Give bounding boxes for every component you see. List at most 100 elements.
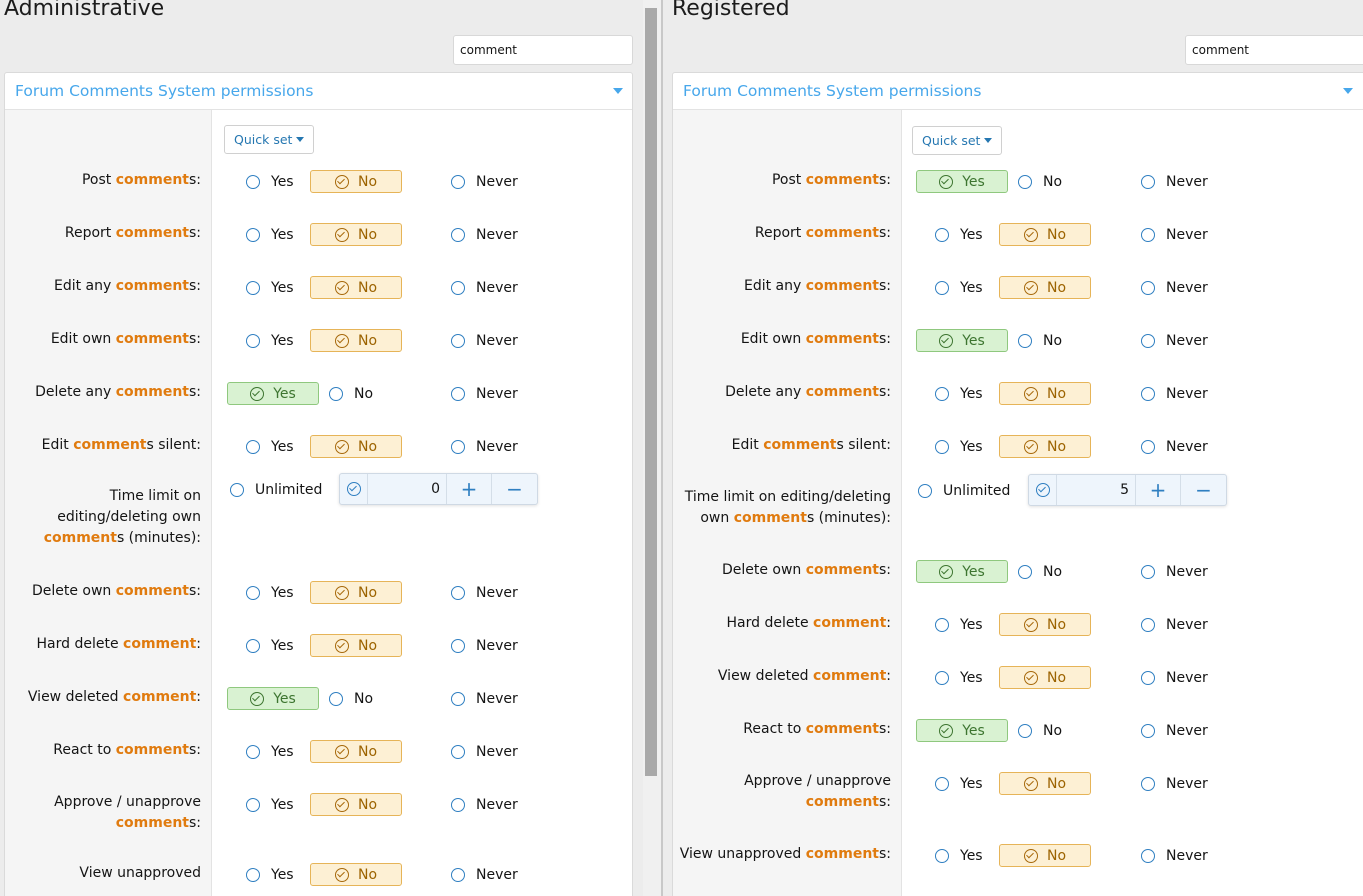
option-no[interactable]: No (999, 613, 1091, 636)
option-no[interactable]: No (310, 863, 402, 886)
option-never[interactable]: Never (1141, 772, 1208, 795)
option-never[interactable]: Never (451, 634, 518, 657)
option-never[interactable]: Never (1141, 666, 1208, 689)
option-no[interactable]: No (310, 634, 402, 657)
option-no[interactable]: No (999, 276, 1091, 299)
panel-header[interactable]: Forum Comments System permissions (5, 73, 632, 110)
option-yes[interactable]: Yes (227, 382, 319, 405)
option-yes[interactable]: Yes (935, 772, 983, 795)
scrollbar-thumb[interactable] (645, 8, 657, 776)
option-no[interactable]: No (329, 687, 373, 710)
increment-button[interactable]: + (447, 474, 492, 504)
option-never[interactable]: Never (451, 687, 518, 710)
option-yes[interactable]: Yes (246, 276, 294, 299)
option-yes[interactable]: Yes (935, 844, 983, 867)
option-yes[interactable]: Yes (935, 382, 983, 405)
collapse-caret-icon[interactable] (1343, 88, 1353, 94)
option-no[interactable]: No (310, 793, 402, 816)
option-never[interactable]: Never (451, 223, 518, 246)
option-yes[interactable]: Yes (935, 223, 983, 246)
option-no[interactable]: No (1018, 329, 1062, 352)
option-never[interactable]: Never (451, 170, 518, 193)
option-never[interactable]: Never (451, 863, 518, 886)
option-never[interactable]: Never (1141, 382, 1208, 405)
divider-scrollbar[interactable] (643, 0, 661, 896)
option-yes[interactable]: Yes (227, 687, 319, 710)
option-label: Never (1166, 226, 1208, 243)
option-no[interactable]: No (310, 223, 402, 246)
option-yes[interactable]: Yes (246, 223, 294, 246)
option-yes[interactable]: Yes (246, 740, 294, 763)
option-no[interactable]: No (310, 740, 402, 763)
option-yes[interactable]: Yes (935, 435, 983, 458)
option-yes[interactable]: Yes (246, 863, 294, 886)
option-never[interactable]: Never (451, 740, 518, 763)
panel-header[interactable]: Forum Comments System permissions (673, 73, 1363, 110)
option-no[interactable]: No (999, 382, 1091, 405)
option-no[interactable]: No (310, 581, 402, 604)
option-yes[interactable]: Yes (916, 170, 1008, 193)
option-no[interactable]: No (999, 666, 1091, 689)
option-never[interactable]: Never (1141, 170, 1208, 193)
option-no[interactable]: No (1018, 719, 1062, 742)
option-yes[interactable]: Yes (246, 170, 294, 193)
filter-input[interactable] (1185, 35, 1363, 65)
option-no[interactable]: No (1018, 170, 1062, 193)
option-no[interactable]: No (310, 435, 402, 458)
filter-input[interactable] (453, 35, 633, 65)
option-never[interactable]: Never (1141, 560, 1208, 583)
option-yes[interactable]: Yes (246, 793, 294, 816)
increment-button[interactable]: + (1136, 475, 1181, 505)
option-label: Never (476, 584, 518, 601)
stepper-value[interactable]: 5 (1057, 475, 1136, 505)
option-no[interactable]: No (999, 772, 1091, 795)
option-yes[interactable]: Yes (246, 634, 294, 657)
option-yes[interactable]: Yes (916, 329, 1008, 352)
decrement-button[interactable]: − (1195, 478, 1212, 502)
option-no[interactable]: No (329, 382, 373, 405)
option-yes[interactable]: Yes (246, 329, 294, 352)
option-unlimited[interactable]: Unlimited (918, 479, 1010, 502)
option-no[interactable]: No (999, 844, 1091, 867)
option-no[interactable]: No (310, 329, 402, 352)
option-never[interactable]: Never (451, 581, 518, 604)
number-stepper[interactable]: 0 + − (339, 473, 538, 505)
option-label: Yes (960, 385, 983, 402)
option-never[interactable]: Never (1141, 844, 1208, 867)
stepper-check[interactable] (340, 474, 368, 504)
option-no[interactable]: No (310, 170, 402, 193)
permission-label: Post comments: (771, 172, 891, 188)
option-yes[interactable]: Yes (246, 435, 294, 458)
radio-circle-icon (451, 867, 465, 882)
option-yes[interactable]: Yes (916, 560, 1008, 583)
option-never[interactable]: Never (1141, 329, 1208, 352)
collapse-caret-icon[interactable] (613, 88, 623, 94)
option-never[interactable]: Never (451, 382, 518, 405)
option-never[interactable]: Never (451, 435, 518, 458)
option-never[interactable]: Never (1141, 223, 1208, 246)
option-never[interactable]: Never (1141, 276, 1208, 299)
option-yes[interactable]: Yes (916, 719, 1008, 742)
option-yes[interactable]: Yes (246, 581, 294, 604)
option-yes[interactable]: Yes (935, 666, 983, 689)
option-no[interactable]: No (310, 276, 402, 299)
option-no[interactable]: No (999, 435, 1091, 458)
stepper-value[interactable]: 0 (368, 474, 447, 504)
number-stepper[interactable]: 5 + − (1028, 474, 1227, 506)
quick-set-button[interactable]: Quick set (912, 126, 1003, 155)
decrement-button[interactable]: − (506, 477, 523, 501)
option-unlimited[interactable]: Unlimited (230, 478, 322, 501)
option-never[interactable]: Never (451, 329, 518, 352)
option-never[interactable]: Never (1141, 435, 1208, 458)
option-never[interactable]: Never (1141, 613, 1208, 636)
option-never[interactable]: Never (451, 793, 518, 816)
option-never[interactable]: Never (1141, 719, 1208, 742)
option-no[interactable]: No (999, 223, 1091, 246)
stepper-check[interactable] (1029, 475, 1057, 505)
quick-set-button[interactable]: Quick set (224, 125, 315, 154)
option-yes[interactable]: Yes (935, 613, 983, 636)
option-yes[interactable]: Yes (935, 276, 983, 299)
option-never[interactable]: Never (451, 276, 518, 299)
permissions-panel: Forum Comments System permissions Quick … (4, 72, 633, 896)
option-no[interactable]: No (1018, 560, 1062, 583)
